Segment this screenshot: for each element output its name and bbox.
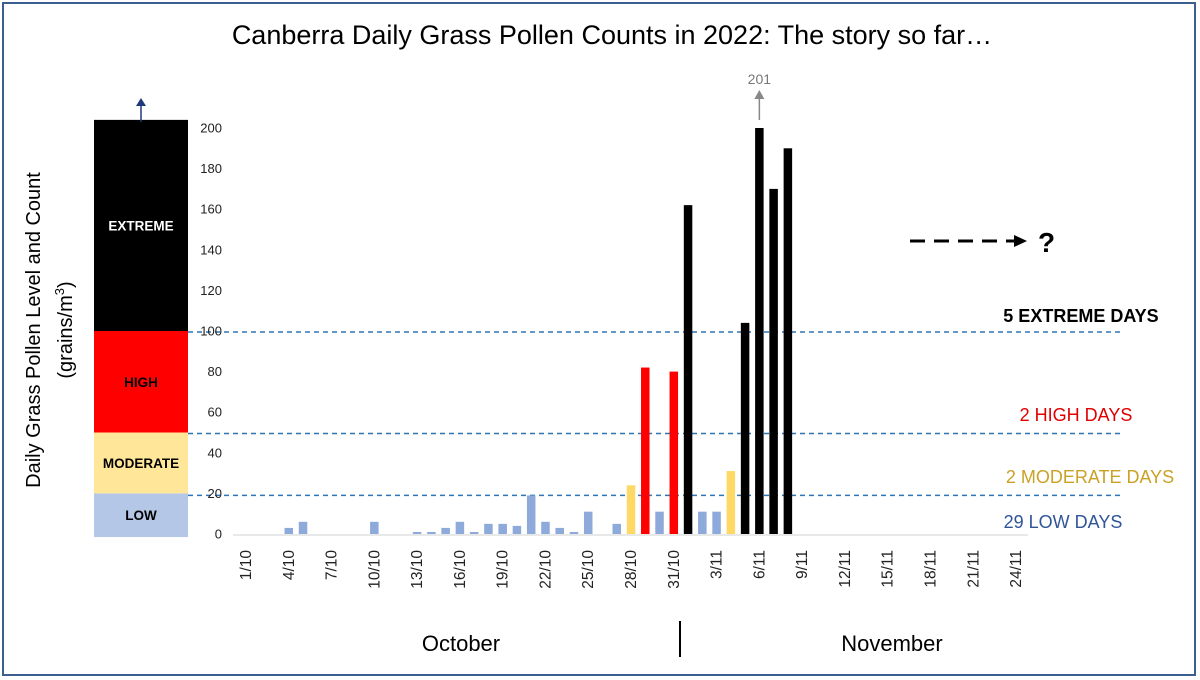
level-label-extreme: EXTREME	[108, 218, 173, 233]
bar-22-10	[541, 521, 550, 534]
bar-17-10	[469, 531, 479, 534]
bar-13-10	[412, 531, 422, 534]
x-tick-1-10: 1/10	[238, 550, 255, 581]
level-label-low: LOW	[125, 508, 157, 523]
forecast-arrow: ?	[910, 227, 1055, 258]
bar-16-10	[455, 521, 465, 534]
level-band-high	[94, 331, 188, 433]
bar-5-11	[740, 322, 750, 534]
x-tick-4-10: 4/10	[281, 550, 298, 581]
level-band-moderate	[94, 432, 188, 494]
bar-3-11	[712, 511, 721, 534]
x-tick-24-11: 24/11	[1008, 550, 1025, 588]
bar-4-11	[726, 471, 736, 534]
bar-25-10	[583, 511, 593, 534]
bar-28-10	[626, 485, 636, 534]
y-tick-20: 20	[208, 486, 222, 501]
level-label-moderate: MODERATE	[103, 456, 179, 471]
bar-23-10	[555, 527, 564, 534]
peak-value-label: 201	[748, 71, 772, 87]
bar-18-10	[484, 523, 493, 534]
bar-29-10	[641, 367, 650, 534]
x-tick-25-10: 25/10	[580, 550, 597, 589]
bar-20-10	[512, 525, 522, 534]
x-tick-3-11: 3/11	[709, 550, 726, 579]
x-tick-16-10: 16/10	[452, 550, 469, 589]
forecast-arrowhead-icon	[1014, 235, 1027, 247]
month-label-october: October	[422, 631, 500, 656]
bar-2-11	[698, 511, 707, 534]
x-tick-13-10: 13/10	[409, 550, 426, 589]
forecast-question-mark: ?	[1038, 227, 1055, 258]
y-axis-label-line1: Daily Grass Pollen Level and Count	[23, 172, 45, 488]
y-tick-40: 40	[208, 445, 222, 460]
peak-arrow-icon	[754, 90, 765, 99]
x-tick-9-11: 9/11	[794, 550, 811, 579]
bar-27-10	[612, 523, 622, 534]
bar-6-11	[755, 128, 764, 534]
y-axis-title: Daily Grass Pollen Level and Count (grai…	[23, 172, 77, 488]
level-band-low	[94, 493, 188, 538]
y-tick-80: 80	[208, 364, 222, 379]
bar-4-10	[284, 527, 294, 534]
bar-19-10	[498, 523, 507, 534]
bar-10-10	[370, 521, 379, 534]
y-axis-unit-prefix: (grains/m	[55, 295, 77, 378]
y-tick-60: 60	[208, 405, 222, 420]
bar-8-11	[783, 148, 793, 535]
x-tick-12-11: 12/11	[837, 550, 854, 588]
bar-7-11	[769, 188, 778, 534]
level-label-high: HIGH	[124, 375, 158, 390]
bar-30-10	[655, 511, 664, 534]
x-tick-31-10: 31/10	[666, 550, 683, 589]
y-tick-100: 100	[200, 324, 222, 339]
y-tick-0: 0	[215, 527, 222, 542]
y-tick-120: 120	[200, 283, 222, 298]
x-tick-21-11: 21/11	[965, 550, 982, 588]
x-tick-10-10: 10/10	[366, 550, 383, 589]
x-tick-6-11: 6/11	[751, 550, 768, 579]
level-scale: LOW MODERATE HIGH EXTREME	[94, 98, 188, 538]
bar-31-10	[669, 371, 679, 534]
y-axis-unit-suffix: )	[55, 281, 77, 288]
month-label-november: November	[841, 631, 942, 656]
bars: 201	[284, 71, 793, 535]
peak-annotation: 201	[748, 71, 772, 120]
y-tick-180: 180	[200, 161, 222, 176]
y-axis-ticks: 0 20 40 60 80 100 120 140 160 180 200	[200, 121, 1028, 542]
annotation-2-moderate-days: 2 MODERATE DAYS	[1006, 467, 1174, 487]
annotations: 5 EXTREME DAYS 2 HIGH DAYS 2 MODERATE DAYS…	[1003, 306, 1174, 532]
chart-title: Canberra Daily Grass Pollen Counts in 20…	[232, 20, 992, 50]
annotation-5-extreme-days: 5 EXTREME DAYS	[1003, 306, 1158, 326]
y-axis-unit-sup: 3	[52, 288, 67, 295]
x-tick-18-11: 18/11	[922, 550, 939, 588]
x-tick-15-11: 15/11	[880, 550, 897, 588]
bar-21-10	[526, 495, 536, 534]
level-band-extreme	[94, 119, 188, 331]
x-tick-7-10: 7/10	[324, 550, 341, 581]
y-axis-label-line2: (grains/m3)	[52, 281, 77, 378]
annotation-2-high-days: 2 HIGH DAYS	[1020, 405, 1133, 425]
y-tick-140: 140	[200, 242, 222, 257]
annotation-29-low-days: 29 LOW DAYS	[1004, 512, 1123, 532]
x-tick-22-10: 22/10	[537, 550, 554, 589]
x-tick-19-10: 19/10	[495, 550, 512, 589]
bar-14-10	[427, 531, 436, 534]
x-tick-28-10: 28/10	[623, 550, 640, 589]
bar-24-10	[569, 531, 579, 534]
y-tick-160: 160	[200, 202, 222, 217]
bar-5-10	[298, 521, 308, 534]
y-tick-200: 200	[200, 121, 222, 136]
x-axis-ticks: 1/10 4/10 7/10 10/10 13/10 16/10 19/10 22/10 25/…	[238, 550, 1025, 589]
scale-up-arrow-icon	[136, 98, 146, 106]
threshold-lines	[188, 331, 1122, 497]
bar-15-10	[441, 527, 450, 534]
bar-1-11	[683, 205, 693, 534]
